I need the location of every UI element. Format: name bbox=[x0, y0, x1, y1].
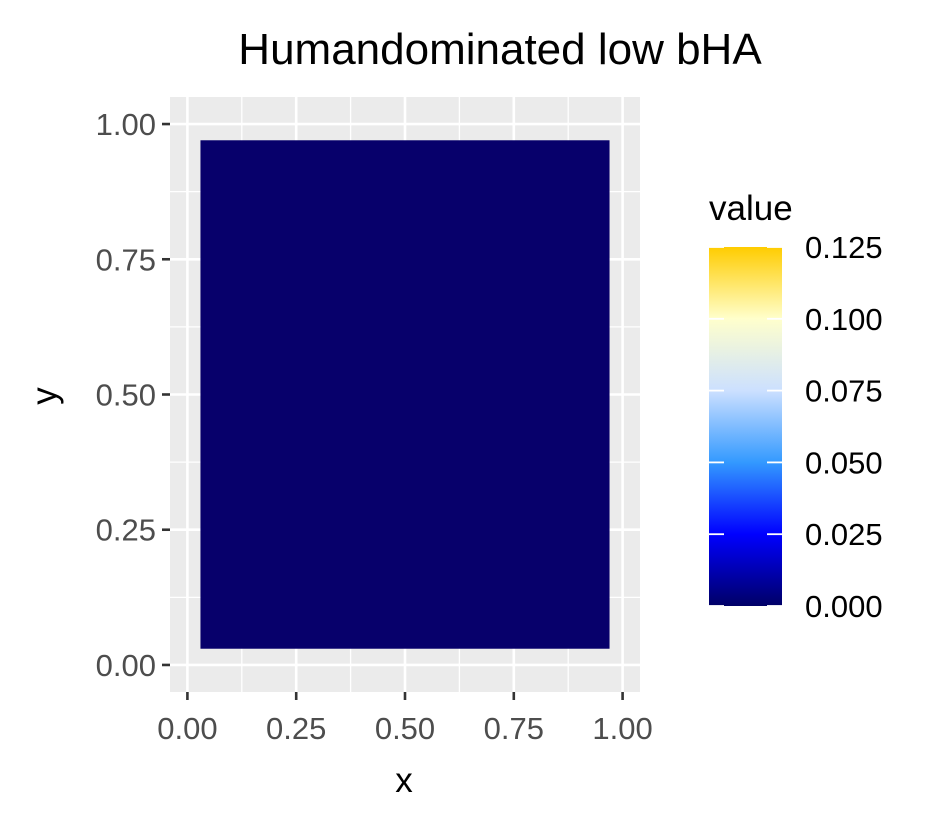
legend-ticks: 0.000 0.025 0.050 0.075 0.100 0.125 bbox=[709, 230, 883, 624]
x-tick-label: 1.00 bbox=[592, 711, 652, 746]
y-tick-label: 0.50 bbox=[96, 378, 156, 413]
legend-label: 0.125 bbox=[805, 230, 883, 265]
x-tick-label: 0.00 bbox=[157, 711, 217, 746]
legend-label: 0.000 bbox=[805, 589, 883, 624]
y-axis: 0.00 0.25 0.50 0.75 1.00 bbox=[96, 107, 170, 683]
y-tick-label: 0.75 bbox=[96, 242, 156, 277]
legend-title: value bbox=[709, 189, 793, 228]
x-tick-label: 0.75 bbox=[484, 711, 544, 746]
legend-colorbar bbox=[709, 247, 782, 606]
heatmap-tile bbox=[200, 140, 610, 649]
x-axis: 0.00 0.25 0.50 0.75 1.00 bbox=[157, 692, 653, 746]
legend: value 0.000 0.025 0.050 0.075 0.100 0.125 bbox=[709, 189, 883, 624]
y-tick-label: 0.00 bbox=[96, 648, 156, 683]
legend-label: 0.075 bbox=[805, 374, 883, 409]
chart-title: Humandominated low bHA bbox=[238, 25, 762, 74]
x-tick-label: 0.25 bbox=[266, 711, 326, 746]
x-tick-label: 0.50 bbox=[375, 711, 435, 746]
legend-label: 0.050 bbox=[805, 445, 883, 480]
y-tick-label: 0.25 bbox=[96, 513, 156, 548]
y-tick-label: 1.00 bbox=[96, 107, 156, 142]
legend-label: 0.100 bbox=[805, 302, 883, 337]
legend-label: 0.025 bbox=[805, 517, 883, 552]
x-axis-title: x bbox=[395, 761, 413, 800]
y-axis-title: y bbox=[25, 387, 64, 405]
